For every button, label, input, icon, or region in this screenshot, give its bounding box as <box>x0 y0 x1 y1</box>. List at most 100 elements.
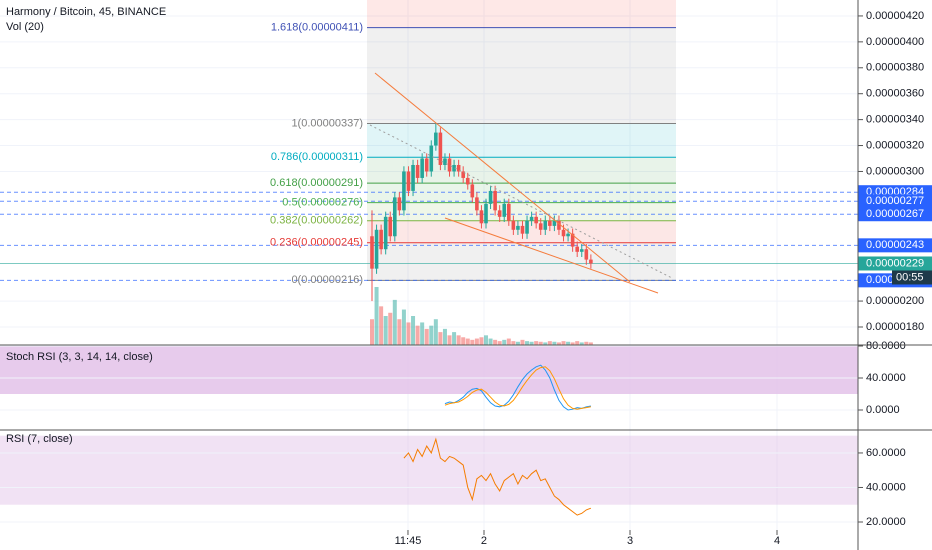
x-tick-label: 2 <box>481 535 487 547</box>
volume-bar <box>525 341 530 345</box>
volume-bar <box>401 309 406 345</box>
volume-bar <box>579 342 584 345</box>
symbol-title: Harmony / Bitcoin, 45, BINANCE <box>6 6 166 18</box>
volume-bar <box>370 319 375 345</box>
volume-bar <box>379 306 384 345</box>
candle-body <box>516 225 520 230</box>
volume-bar <box>483 335 488 345</box>
price-tag <box>858 238 932 253</box>
candle-body <box>502 203 507 217</box>
volume-bar <box>575 341 580 345</box>
volume-bar <box>529 341 534 345</box>
volume-bar <box>488 338 493 345</box>
x-tick-label: 3 <box>627 535 633 547</box>
fib-zone <box>367 27 676 124</box>
main-layer <box>370 123 593 516</box>
fib-label: 0.236(0.00000245) <box>270 237 363 249</box>
candle-body <box>511 220 516 230</box>
fib-label: 0(0.00000216) <box>291 274 363 286</box>
volume-bar <box>479 337 484 345</box>
candle-body <box>479 210 484 224</box>
volume-bar <box>474 338 479 345</box>
volume-bar <box>447 335 452 345</box>
candle-body <box>393 197 397 237</box>
fib-label: 0.5(0.00000276) <box>282 196 363 208</box>
candle-body <box>456 164 461 172</box>
candle-body <box>570 233 575 247</box>
candle-body <box>529 216 534 221</box>
candle-body <box>415 164 420 178</box>
last-price-tag <box>858 256 932 271</box>
countdown: 00:55 <box>896 271 924 283</box>
fib-zone <box>367 0 676 28</box>
volume-bar <box>515 341 520 345</box>
fib-zone <box>367 202 676 221</box>
volume-bar <box>388 312 393 345</box>
volume-bar <box>424 328 429 345</box>
volume-bar <box>411 316 416 345</box>
volume-bar <box>470 339 475 345</box>
candle-body <box>575 246 579 252</box>
volume-bar <box>433 319 438 345</box>
candle-body <box>579 249 584 252</box>
y-tick-label: 40.0000 <box>866 372 906 384</box>
y-tick-label: 0.00000400 <box>866 36 924 48</box>
volume-bar <box>392 299 397 345</box>
candle-body <box>584 249 589 260</box>
indicator-line <box>444 366 591 410</box>
x-tick-label: 11:45 <box>395 535 422 547</box>
volume-bar <box>420 322 425 345</box>
volume-bar <box>566 341 571 345</box>
volume-bar <box>506 338 511 345</box>
candle-body <box>506 203 511 221</box>
candle-body <box>420 158 424 178</box>
last-price-label: 0.00000229 <box>866 257 924 269</box>
background-layer <box>0 0 858 530</box>
candle-body <box>566 233 570 237</box>
volume-bar <box>520 339 525 345</box>
indicator-line <box>403 437 592 516</box>
candle-body <box>557 220 561 230</box>
volume-bar <box>588 342 593 345</box>
y-tick-label: 0.00000360 <box>866 88 924 100</box>
volume-bar <box>534 341 539 345</box>
volume-bar <box>461 337 466 345</box>
volume-bar <box>397 319 402 345</box>
price-tag <box>858 207 932 222</box>
volume-bar <box>452 332 457 345</box>
y-tick-label: 20.0000 <box>866 516 906 528</box>
volume-bar <box>497 341 502 345</box>
candle-body <box>525 220 529 234</box>
price-tag-label: 0.00000243 <box>866 239 924 251</box>
countdown-box <box>892 270 932 285</box>
stoch-title: Stoch RSI (3, 3, 14, 14, close) <box>6 351 153 363</box>
volume-bar <box>442 328 447 345</box>
candle-body <box>538 223 543 230</box>
y-tick-label: 60.0000 <box>866 447 906 459</box>
y-tick-label: 0.00000320 <box>866 139 924 151</box>
candle-body <box>397 197 402 211</box>
band <box>0 346 858 394</box>
candle-body <box>424 158 429 172</box>
volume-bar <box>552 341 557 345</box>
trend-line-dotted <box>369 124 673 279</box>
candle-body <box>589 259 593 264</box>
candle-body <box>520 225 525 234</box>
candle-body <box>438 132 443 165</box>
volume-bar <box>511 341 516 345</box>
band <box>0 435 858 505</box>
volume-bar <box>438 332 443 345</box>
price-tag-label: 0.00000267 <box>866 208 924 220</box>
fib-label: 1.618(0.00000411) <box>271 22 363 34</box>
y-tick-label: 0.00000180 <box>866 321 924 333</box>
volume-bar <box>547 341 552 345</box>
trend-line-upper <box>374 72 631 283</box>
indicator-line <box>444 364 591 411</box>
candle-body <box>465 177 470 185</box>
candle-body <box>452 164 456 172</box>
volume-bar <box>538 341 543 345</box>
candle-body <box>434 132 438 146</box>
y-tick-label: 40.0000 <box>866 481 906 493</box>
candle-body <box>402 171 406 211</box>
